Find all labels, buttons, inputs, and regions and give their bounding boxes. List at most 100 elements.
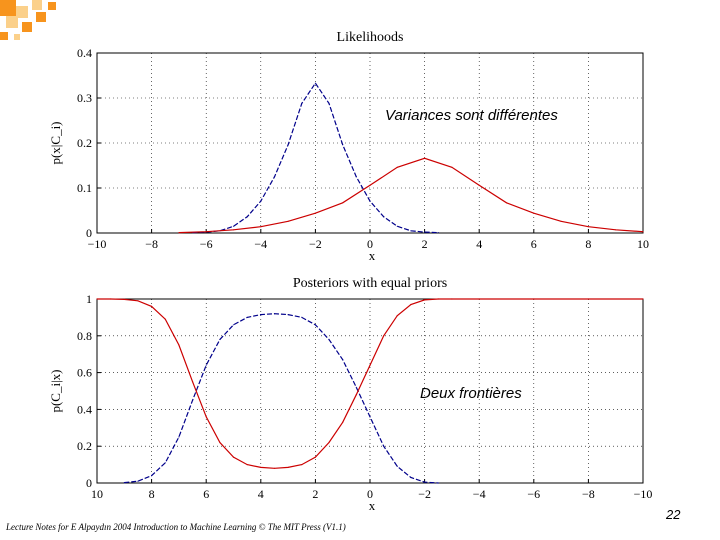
x-axis-label: x [369,498,376,513]
data-point-c1 [205,364,207,366]
data-point-c1 [424,481,426,483]
decor-square [0,0,16,16]
x-tick-label: 0 [367,237,373,251]
x-tick-label: 8 [585,237,591,251]
data-point-c1 [287,144,289,146]
data-point-c2 [232,456,235,458]
data-point-c2 [110,298,112,300]
x-tick-label: 6 [531,237,537,251]
data-point-c2 [232,229,235,231]
data-point-c2 [123,298,125,300]
data-point-c2 [560,220,562,222]
data-point-c2 [342,202,344,204]
data-point-c1 [369,200,371,202]
y-tick-label: 0.2 [77,136,92,150]
data-point-c2 [369,364,371,366]
x-tick-label: −2 [418,487,431,501]
data-point-c2 [587,298,590,300]
y-tick-label: 0.4 [77,402,92,416]
data-point-c1 [437,232,439,234]
data-point-c2 [533,212,535,214]
data-point-c1 [342,144,344,146]
data-point-c2 [533,298,535,300]
x-tick-label: 2 [422,237,428,251]
decor-square [48,2,56,10]
x-tick-label: −8 [145,237,158,251]
x-tick-label: −2 [309,237,322,251]
y-tick-label: 0.1 [77,181,92,195]
data-point-c2 [137,300,139,302]
decor-square [6,16,18,28]
data-point-c2 [424,157,426,159]
y-tick-label: 0 [86,226,92,240]
data-point-c1 [260,314,262,316]
x-tick-label: −8 [582,487,595,501]
data-point-c2 [246,464,248,466]
data-point-c1 [232,225,235,227]
data-point-c2 [642,231,644,233]
y-tick-label: 0.6 [77,366,92,380]
decor-square [0,32,8,40]
y-axis-label: p(x|C_i) [48,121,63,164]
y-tick-label: 0 [86,476,92,490]
data-point-c2 [355,394,357,396]
annotation-frontiers: Deux frontières [420,385,522,402]
data-point-c2 [410,303,412,306]
data-point-c2 [642,298,644,300]
data-point-c1 [178,436,180,438]
data-point-c1 [424,231,426,233]
series-line-c2 [178,157,644,234]
data-point-c1 [328,338,330,341]
data-point-c1 [410,230,412,232]
data-point-c2 [164,318,166,320]
data-point-c1 [246,316,248,318]
data-point-c1 [164,462,166,464]
data-point-c1 [232,324,235,326]
data-point-c1 [369,416,371,418]
series-line-c1 [124,313,439,484]
decor-square [16,6,28,18]
x-tick-label: 4 [476,237,482,251]
x-tick-label: 2 [312,487,318,501]
data-point-c2 [396,315,398,317]
data-point-c1 [314,82,316,84]
data-point-c1 [151,475,153,477]
data-point-c2 [178,344,180,346]
data-point-c1 [219,338,221,341]
data-point-c1 [328,102,330,104]
data-point-c1 [260,200,262,202]
data-point-c2 [615,229,617,231]
y-axis-label: p(C_i|x) [48,369,63,412]
data-point-c2 [396,166,398,168]
x-tick-label: 10 [637,237,649,251]
data-point-c2 [260,466,262,468]
x-tick-label: 8 [149,487,155,501]
data-point-c2 [287,220,289,222]
x-tick-label: −6 [200,237,213,251]
data-point-c1 [396,465,398,467]
data-point-c2 [478,184,480,186]
data-point-c1 [383,445,385,447]
data-point-c2 [151,305,153,307]
data-point-c2 [342,421,344,423]
data-point-c2 [369,184,371,186]
data-point-c2 [424,299,426,301]
x-tick-label: −4 [254,237,267,251]
x-tick-label: −6 [527,487,540,501]
decor-square [14,34,20,40]
data-point-c2 [178,232,180,234]
data-point-c2 [205,416,207,418]
footer-citation: Lecture Notes for E Alpaydın 2004 Introd… [6,522,346,532]
data-point-c1 [287,314,289,316]
data-point-c2 [287,466,289,468]
data-point-c1 [246,216,248,218]
x-tick-label: 6 [203,487,209,501]
data-point-c1 [355,176,357,178]
y-tick-label: 1 [86,292,92,306]
data-point-c1 [192,399,194,401]
data-point-c1 [123,482,125,484]
data-point-c2 [451,298,453,300]
data-point-c2 [205,231,207,233]
slide-corner-decoration [0,0,80,50]
